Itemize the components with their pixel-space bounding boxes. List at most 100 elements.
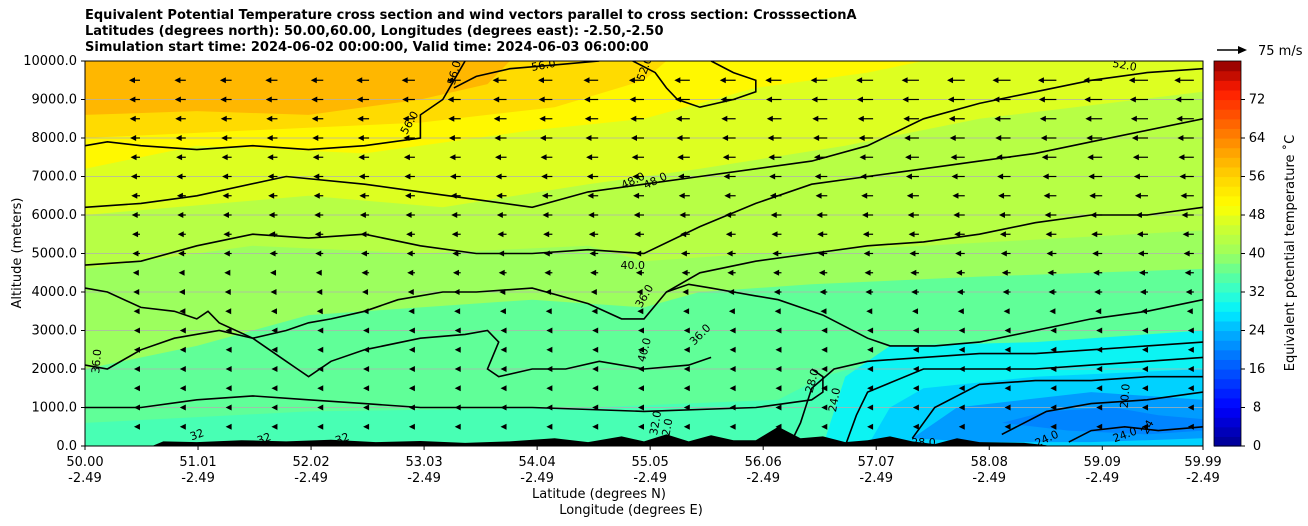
wind-vector — [1045, 231, 1057, 238]
wind-vector — [133, 289, 140, 295]
wind-vector-head — [675, 115, 682, 122]
wind-vector — [592, 366, 599, 372]
wind-vector — [683, 366, 690, 372]
wind-vector — [723, 173, 736, 180]
wind-vector — [225, 346, 232, 353]
wind-vector — [1139, 289, 1149, 295]
wind-vector-head — [821, 366, 828, 372]
wind-vector — [177, 212, 186, 218]
wind-vector — [408, 404, 415, 411]
wind-vector — [454, 385, 461, 392]
wind-vector-head — [453, 289, 460, 295]
wind-vector-head — [1135, 212, 1142, 218]
contour-line-9 — [788, 341, 1203, 446]
wind-vector-head — [1050, 385, 1057, 392]
wind-vector — [907, 212, 919, 218]
wind-vector-head — [677, 154, 684, 161]
contour-label-text: 28.0 — [803, 367, 822, 394]
colorbar-segment — [1214, 186, 1241, 197]
wind-vector-head — [358, 154, 365, 161]
wind-vector — [1087, 154, 1103, 161]
wind-vector-head — [994, 115, 1001, 122]
wind-vector-head — [1134, 192, 1141, 199]
wind-vector-head — [499, 289, 506, 295]
x-tick-label-lon: -2.49 — [68, 471, 102, 486]
x-tick-label-lat: 59.09 — [1084, 455, 1121, 470]
wind-vector-head — [1004, 327, 1011, 334]
wind-vector-head — [912, 385, 919, 392]
wind-vector-head — [220, 96, 227, 103]
wind-vector — [1136, 231, 1149, 238]
wind-vector — [587, 192, 599, 199]
contour-label-18: 20.0 — [1118, 383, 1133, 409]
colorbar-segment — [1214, 205, 1241, 216]
wind-vector-head — [271, 404, 278, 411]
wind-vector — [1038, 96, 1057, 103]
wind-vector — [408, 327, 415, 334]
wind-vector-head — [269, 231, 276, 238]
contour-label-text: 32 — [255, 430, 273, 447]
wind-vector — [995, 135, 1011, 141]
wind-vector — [677, 154, 690, 161]
wind-vector-head — [813, 154, 820, 161]
wind-vector-head — [270, 269, 277, 276]
wind-vector — [719, 77, 736, 84]
wind-vector-head — [454, 327, 461, 334]
wind-vector — [680, 231, 690, 238]
wind-vector — [499, 308, 506, 315]
wind-vector — [493, 115, 507, 122]
contour-line-7 — [666, 283, 1203, 347]
wind-vector-head — [1187, 404, 1194, 411]
wind-vector — [269, 231, 278, 238]
wind-vector-head — [493, 115, 500, 122]
wind-vector — [314, 231, 324, 238]
wind-vector — [1182, 231, 1194, 238]
wind-vector-head — [492, 77, 499, 84]
wind-vector — [358, 154, 370, 161]
wind-vector-head — [1174, 77, 1181, 84]
wind-vector — [813, 154, 828, 161]
wind-vector-head — [1187, 423, 1194, 430]
wind-vector-head — [540, 154, 547, 161]
wind-vector-head — [633, 212, 640, 218]
wind-vector-head — [223, 250, 230, 257]
wind-vector — [317, 327, 324, 334]
wind-vector-head — [907, 212, 914, 218]
wind-vector-head — [816, 212, 823, 218]
wind-vector — [952, 192, 965, 199]
wind-vector-head — [637, 308, 644, 315]
wind-vector-head — [539, 135, 546, 141]
wind-vector — [1040, 135, 1057, 141]
contour-label-8: 40.0 — [635, 336, 654, 363]
wind-vector-head — [722, 135, 729, 141]
wind-vector — [912, 366, 919, 372]
wind-vector — [1004, 366, 1011, 372]
wind-vector-head — [131, 192, 138, 199]
wind-vector-head — [363, 327, 370, 334]
wind-vector — [133, 346, 140, 353]
wind-vector-head — [813, 135, 820, 141]
wind-vector — [1142, 385, 1149, 392]
wind-vector — [174, 77, 186, 84]
wind-vector — [225, 327, 232, 334]
wind-vector — [270, 289, 277, 295]
wind-vector — [546, 385, 553, 392]
wind-vector-head — [766, 115, 773, 122]
wind-vector-head — [542, 212, 549, 218]
wind-vector-head — [867, 346, 874, 353]
colorbar-segment — [1214, 195, 1241, 206]
wind-vector — [863, 250, 874, 257]
wind-vector — [677, 173, 690, 180]
wind-vector — [546, 366, 553, 372]
wind-vector — [994, 115, 1011, 122]
wind-vector-head — [178, 289, 185, 295]
wind-vector-head — [223, 231, 230, 238]
wind-vector — [357, 115, 370, 122]
wind-vector — [266, 135, 278, 141]
contour-label-14: 28.0 — [803, 367, 822, 394]
wind-vector — [496, 192, 507, 199]
wind-vector-head — [821, 346, 828, 353]
wind-vector-head — [629, 96, 636, 103]
wind-vector-head — [1088, 173, 1095, 180]
wind-vector — [1004, 346, 1011, 353]
